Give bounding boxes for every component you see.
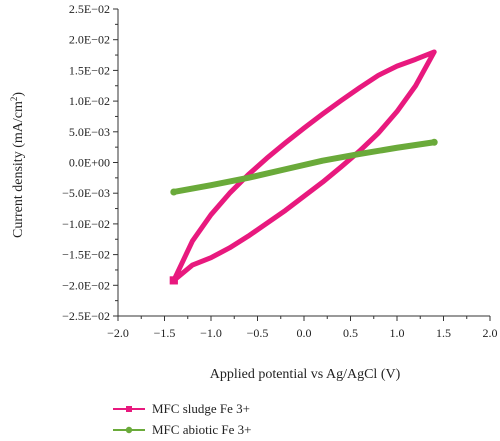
y-axis-title-close: ) [11,92,26,97]
y-tick-label: −5.0E−03 [62,186,110,200]
x-tick-label: 1.5 [436,326,451,340]
y-axis-title-superscript: 2 [9,97,19,102]
y-tick-label: 5.0E−03 [69,125,110,139]
y-tick-label: 2.0E−02 [69,33,110,47]
y-tick-label: 2.5E−02 [69,2,110,16]
x-axis-title: Applied potential vs Ag/AgCl (V) [210,367,401,382]
x-tick-label: 2.0 [483,326,498,340]
series-layer [169,49,438,285]
x-tick-label: −1.5 [154,326,176,340]
data-point-sludge [169,276,178,285]
x-tick-label: −1.0 [200,326,222,340]
y-axis-title-main: Current density (mA/cm [11,101,26,238]
series-line-abiotic [170,139,438,195]
y-tick-label: −1.0E−02 [62,217,110,231]
y-axis-title: Current density (mA/cm2) [9,92,26,238]
x-tick-label: −2.0 [107,326,129,340]
data-point-abiotic [430,138,438,146]
legend: MFC sludge Fe 3+ MFC abiotic Fe 3+ [113,401,251,437]
y-tick-label: −2.5E−02 [62,309,110,323]
y-tick-label: −1.5E−02 [62,248,110,262]
x-tick-label: 0.0 [297,326,312,340]
series-line-sludge [171,49,437,283]
legend-label-sludge: MFC sludge Fe 3+ [152,401,250,416]
legend-swatch-marker-sludge [126,406,132,412]
y-tick-label: 1.5E−02 [69,63,110,77]
y-tick-label: −2.0E−02 [62,278,110,292]
x-tick-label: 1.0 [390,326,405,340]
legend-swatch-marker-abiotic [125,426,133,434]
ticks: −2.0 −1.5 −1.0 −0.5 0.0 0.5 1.0 1.5 2.0 −2.5E−02 −… [62,2,497,340]
legend-item-abiotic: MFC abiotic Fe 3+ [113,422,251,437]
legend-label-abiotic: MFC abiotic Fe 3+ [152,422,251,437]
y-tick-label: 0.0E+00 [69,156,110,170]
x-tick-label: −0.5 [247,326,269,340]
legend-item-sludge: MFC sludge Fe 3+ [113,401,250,416]
x-tick-label: 0.5 [343,326,358,340]
data-point-abiotic [170,188,178,196]
y-tick-label: 1.0E−02 [69,94,110,108]
